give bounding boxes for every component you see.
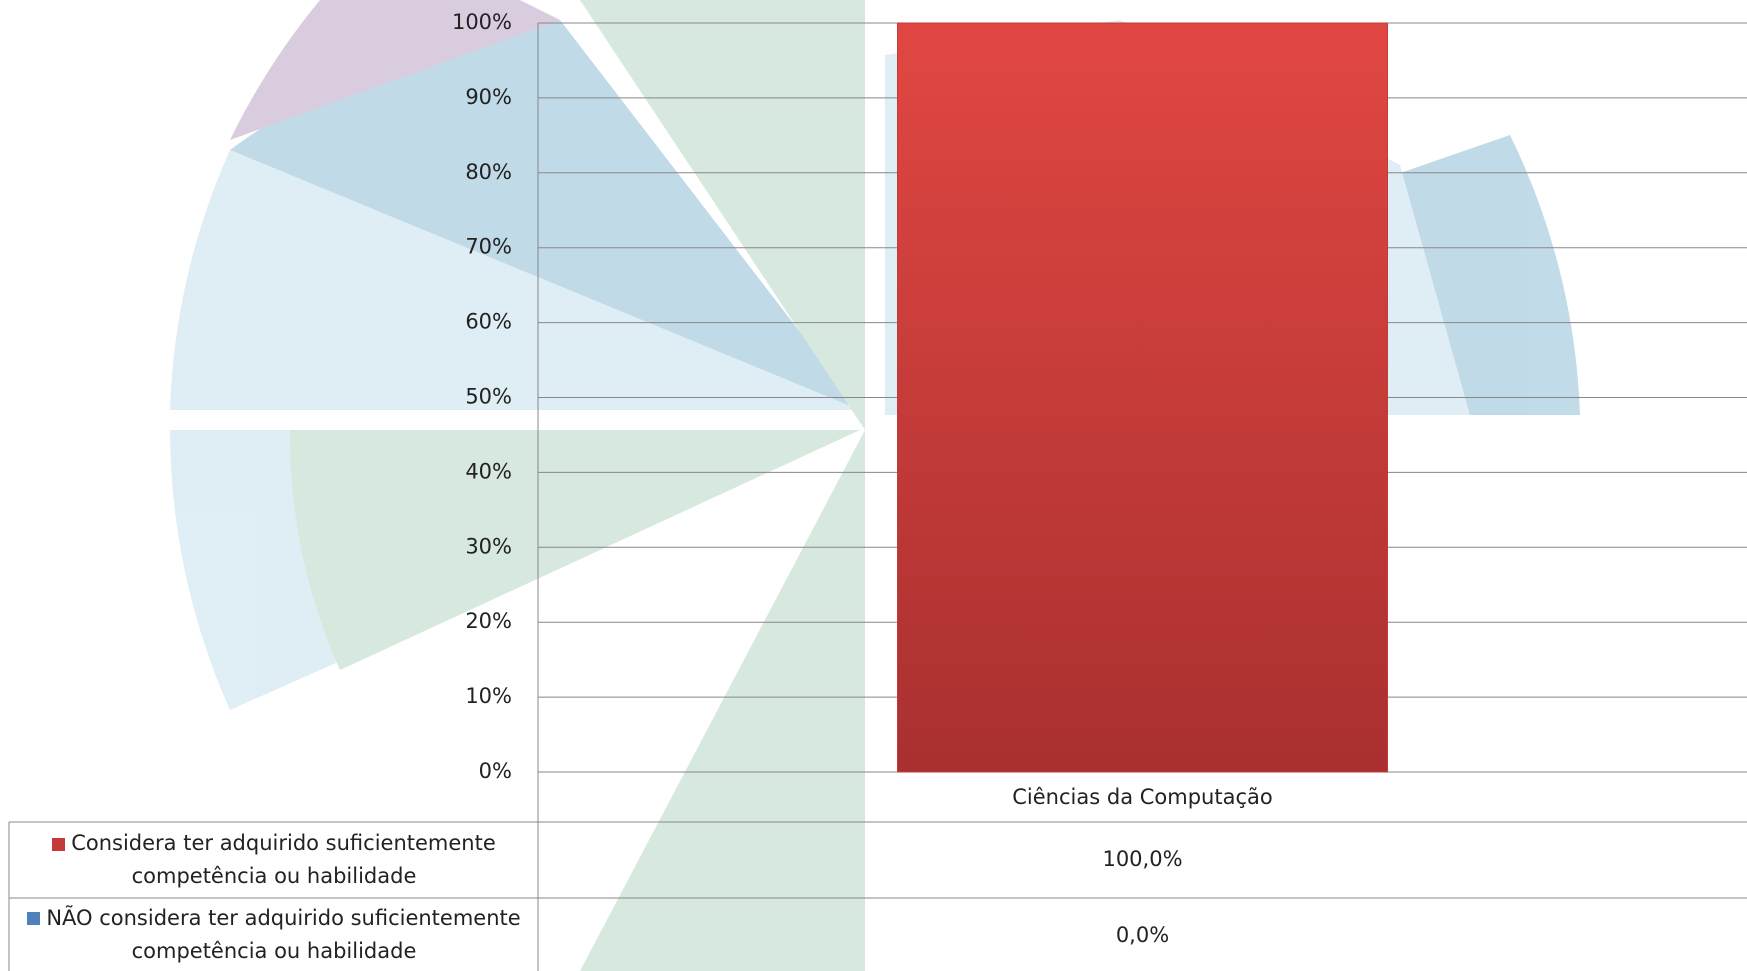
legend-swatch — [52, 837, 66, 851]
y-tick-label: 90% — [465, 85, 512, 109]
y-tick-label: 10% — [465, 684, 512, 708]
x-tick-label: Ciências da Computação — [1012, 785, 1272, 809]
y-tick-label: 40% — [465, 459, 512, 483]
y-tick-label: 30% — [465, 534, 512, 558]
y-tick-label: 70% — [465, 235, 512, 259]
y-tick-label: 60% — [465, 310, 512, 334]
legend-entry: Considera ter adquirido suficientemente … — [14, 822, 534, 898]
y-tick-label: 20% — [465, 609, 512, 633]
table-value: 0,0% — [1116, 923, 1169, 947]
legend-label: Considera ter adquirido suficientemente … — [71, 831, 496, 888]
legend-text-wrap: Considera ter adquirido suficientemente … — [14, 827, 534, 893]
legend-text-wrap: NÃO considera ter adquirido suficienteme… — [14, 902, 534, 968]
legend-entry: NÃO considera ter adquirido suficienteme… — [14, 898, 534, 971]
legend-label: NÃO considera ter adquirido suficienteme… — [46, 905, 521, 963]
legend-swatch — [27, 912, 41, 925]
table-value: 100,0% — [1102, 847, 1182, 871]
bar-segment — [897, 22, 1388, 773]
y-tick-label: 100% — [452, 10, 512, 34]
y-tick-label: 50% — [465, 385, 512, 409]
y-tick-label: 0% — [479, 759, 512, 783]
y-tick-label: 80% — [465, 160, 512, 184]
